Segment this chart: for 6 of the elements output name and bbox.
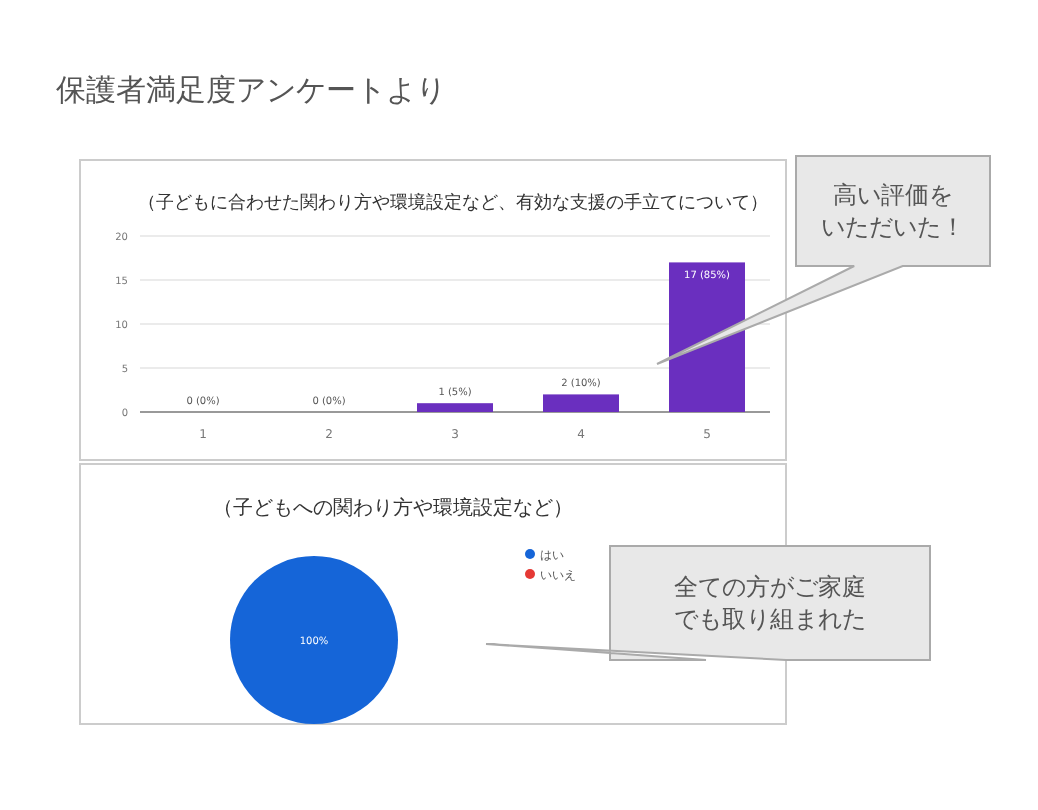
- chart-title: 保護者満足度アンケートより: [56, 72, 446, 108]
- bar: [669, 262, 745, 412]
- chart-subtitle: （子どもに合わせた関わり方や環境設定など、有効な支援の手立てについて）: [138, 192, 768, 214]
- bar: [417, 403, 493, 412]
- chart-title: （子どもへの関わり方や環境設定など）: [213, 496, 573, 520]
- bar: [543, 394, 619, 412]
